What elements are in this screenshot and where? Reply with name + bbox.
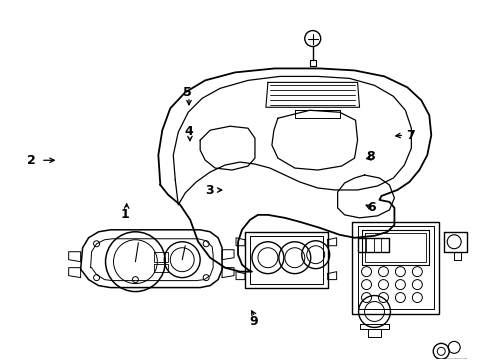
Text: 4: 4 <box>183 125 192 138</box>
Text: 2: 2 <box>27 154 36 167</box>
Text: 9: 9 <box>248 315 257 328</box>
Text: 8: 8 <box>365 150 374 163</box>
Text: 3: 3 <box>204 184 213 197</box>
Text: 7: 7 <box>405 129 414 142</box>
Text: 1: 1 <box>121 208 129 221</box>
Text: 6: 6 <box>366 202 375 215</box>
Text: 5: 5 <box>183 86 191 99</box>
